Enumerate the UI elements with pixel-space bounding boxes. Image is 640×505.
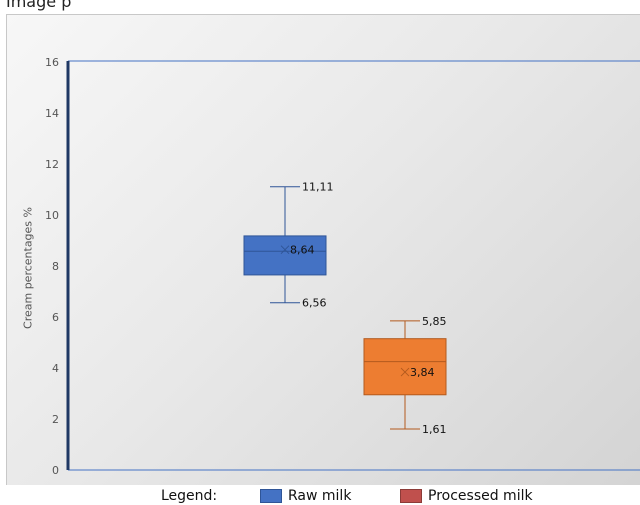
legend-text-processed-milk: Processed milk (428, 488, 533, 504)
y-tick-label: 0 (52, 464, 59, 477)
y-axis-label: Cream percentages % (21, 207, 35, 329)
y-tick-label: 12 (45, 158, 59, 171)
data-label-max-raw-milk: 11,11 (302, 181, 334, 194)
legend: Legend: Raw milk Processed milk (0, 486, 640, 505)
mean-marker-processed-milk (400, 367, 410, 377)
data-label-min-processed-milk: 1,61 (422, 423, 447, 436)
box-plot-chart: 0 2 4 6 8 10 12 14 16 11,11 8,64 6,56 5,85 3,84 1,61 (45, 56, 640, 477)
legend-text-raw-milk: Raw milk (288, 488, 352, 504)
box-processed-milk (363, 338, 447, 396)
legend-swatch-raw-milk (260, 489, 282, 503)
data-label-mean-processed-milk: 3,84 (410, 366, 435, 379)
y-tick-label: 10 (45, 209, 59, 222)
data-label-max-processed-milk: 5,85 (422, 315, 447, 328)
y-tick-label: 4 (52, 362, 59, 375)
legend-item-raw-milk: Raw milk (260, 488, 351, 504)
y-tick-label: 16 (45, 56, 59, 69)
y-tick-label: 8 (52, 260, 59, 273)
legend-label: Legend: (161, 488, 218, 504)
mean-marker-raw-milk (280, 245, 290, 255)
data-label-min-raw-milk: 6,56 (302, 297, 327, 310)
legend-item-processed-milk: Processed milk (400, 488, 533, 504)
box-raw-milk (243, 235, 327, 276)
y-tick-label: 6 (52, 311, 59, 324)
data-label-mean-raw-milk: 8,64 (290, 244, 315, 257)
y-tick-label: 14 (45, 107, 59, 120)
caption-fragment: Image p (6, 0, 72, 11)
y-tick-label: 2 (52, 413, 59, 426)
chart-area: 0 2 4 6 8 10 12 14 16 11,11 8,64 6,56 5,85 3,84 1,61 (6, 14, 640, 485)
legend-swatch-processed-milk (400, 489, 422, 503)
